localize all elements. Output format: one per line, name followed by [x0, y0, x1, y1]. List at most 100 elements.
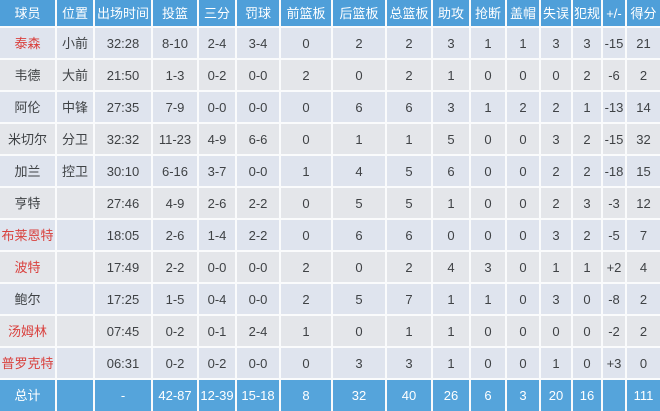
player-name-cell[interactable]: 布莱恩特	[0, 219, 57, 252]
stat-cell-pts: 32	[626, 123, 660, 156]
stat-cell-fg: 2-2	[152, 251, 199, 284]
player-name-cell[interactable]: 亨特	[0, 187, 57, 220]
stat-cell-stl: 0	[470, 187, 507, 220]
stat-cell-plus-minus: -6	[602, 59, 627, 92]
player-name-cell[interactable]: 加兰	[0, 155, 57, 188]
player-name-cell[interactable]: 韦德	[0, 59, 57, 92]
stat-cell-blk: 2	[506, 91, 541, 124]
stat-cell-3pt: 2-4	[198, 27, 237, 60]
table-row: 波特 17:49 2-2 0-0 0-0 2 0 2 4 3 0 1 1 +2 4	[0, 251, 660, 284]
total-stat-cell-3pt: 12-39	[198, 379, 237, 411]
stat-cell-pf: 2	[572, 219, 603, 252]
stat-cell-ft: 0-0	[236, 347, 281, 380]
player-name-cell[interactable]: 汤姆林	[0, 315, 57, 348]
total-stat-cell-ast: 26	[432, 379, 471, 411]
stat-cell-blk: 0	[506, 187, 541, 220]
stat-cell-position: 大前	[56, 59, 95, 92]
stat-cell-to: 0	[540, 59, 573, 92]
total-label-cell: 总计	[0, 379, 57, 411]
stat-cell-blk: 0	[506, 283, 541, 316]
player-name-cell[interactable]: 泰森	[0, 27, 57, 60]
stat-cell-position	[56, 283, 95, 316]
column-header-oreb: 前篮板	[280, 0, 333, 28]
stat-cell-pts: 0	[626, 347, 660, 380]
stat-cell-treb: 5	[386, 155, 433, 188]
stat-cell-oreb: 1	[280, 315, 333, 348]
table-row: 鲍尔 17:25 1-5 0-4 0-0 2 5 7 1 1 0 3 0 -8 2	[0, 283, 660, 316]
player-name-cell[interactable]: 鲍尔	[0, 283, 57, 316]
stat-cell-ast: 1	[432, 347, 471, 380]
stat-cell-ft: 0-0	[236, 251, 281, 284]
stat-cell-blk: 0	[506, 347, 541, 380]
table-row: 泰森 小前 32:28 8-10 2-4 3-4 0 2 2 3 1 1 3 3 -15 21	[0, 27, 660, 60]
stat-cell-stl: 1	[470, 27, 507, 60]
stat-cell-position	[56, 219, 95, 252]
stat-cell-pf: 0	[572, 315, 603, 348]
player-name-cell[interactable]: 波特	[0, 251, 57, 284]
stat-cell-3pt: 0-2	[198, 347, 237, 380]
stat-cell-treb: 2	[386, 251, 433, 284]
stat-cell-stl: 0	[470, 59, 507, 92]
stat-cell-fg: 8-10	[152, 27, 199, 60]
stat-cell-ft: 0-0	[236, 155, 281, 188]
stat-cell-fg: 0-2	[152, 315, 199, 348]
column-header-plus-minus: +/-	[602, 0, 627, 28]
total-stat-cell-position	[56, 379, 95, 411]
table-body: 泰森 小前 32:28 8-10 2-4 3-4 0 2 2 3 1 1 3 3 -15 21 韦德 大前 21:5…	[0, 27, 660, 380]
stat-cell-oreb: 0	[280, 91, 333, 124]
stat-cell-fg: 2-6	[152, 219, 199, 252]
stat-cell-position	[56, 347, 95, 380]
column-header-blk: 盖帽	[506, 0, 541, 28]
stat-cell-to: 2	[540, 91, 573, 124]
stat-cell-minutes: 32:32	[94, 123, 153, 156]
stat-cell-3pt: 3-7	[198, 155, 237, 188]
stat-cell-ast: 4	[432, 251, 471, 284]
stat-cell-pf: 1	[572, 91, 603, 124]
stat-cell-oreb: 2	[280, 59, 333, 92]
stat-cell-minutes: 27:35	[94, 91, 153, 124]
total-stat-cell-oreb: 8	[280, 379, 333, 411]
stat-cell-oreb: 0	[280, 123, 333, 156]
stat-cell-ft: 2-4	[236, 315, 281, 348]
stat-cell-pts: 2	[626, 59, 660, 92]
stat-cell-oreb: 0	[280, 187, 333, 220]
stat-cell-oreb: 2	[280, 251, 333, 284]
stat-cell-treb: 3	[386, 347, 433, 380]
stat-cell-minutes: 30:10	[94, 155, 153, 188]
total-stat-cell-ft: 15-18	[236, 379, 281, 411]
stat-cell-dreb: 0	[332, 59, 387, 92]
stat-cell-treb: 6	[386, 91, 433, 124]
column-header-position: 位置	[56, 0, 95, 28]
total-stat-cell-stl: 6	[470, 379, 507, 411]
stat-cell-ft: 2-2	[236, 187, 281, 220]
stat-cell-dreb: 6	[332, 91, 387, 124]
table-row: 汤姆林 07:45 0-2 0-1 2-4 1 0 1 1 0 0 0 0 -2 2	[0, 315, 660, 348]
stat-cell-stl: 3	[470, 251, 507, 284]
stat-cell-position	[56, 251, 95, 284]
stat-cell-plus-minus: +3	[602, 347, 627, 380]
player-name-cell[interactable]: 普罗克特	[0, 347, 57, 380]
stat-cell-oreb: 0	[280, 27, 333, 60]
stat-cell-minutes: 18:05	[94, 219, 153, 252]
player-name-cell[interactable]: 米切尔	[0, 123, 57, 156]
player-name-cell[interactable]: 阿伦	[0, 91, 57, 124]
stat-cell-stl: 0	[470, 123, 507, 156]
stat-cell-blk: 0	[506, 219, 541, 252]
stat-cell-minutes: 17:25	[94, 283, 153, 316]
stat-cell-ast: 5	[432, 123, 471, 156]
column-header-to: 失误	[540, 0, 573, 28]
stat-cell-fg: 1-3	[152, 59, 199, 92]
stat-cell-stl: 1	[470, 283, 507, 316]
stat-cell-pts: 21	[626, 27, 660, 60]
total-stat-cell-dreb: 32	[332, 379, 387, 411]
stat-cell-to: 2	[540, 155, 573, 188]
stat-cell-dreb: 3	[332, 347, 387, 380]
stat-cell-3pt: 0-0	[198, 251, 237, 284]
stat-cell-pts: 12	[626, 187, 660, 220]
column-header-fg: 投篮	[152, 0, 199, 28]
total-stat-cell-blk: 3	[506, 379, 541, 411]
column-header-stl: 抢断	[470, 0, 507, 28]
stat-cell-minutes: 21:50	[94, 59, 153, 92]
stat-cell-3pt: 0-4	[198, 283, 237, 316]
table-row: 韦德 大前 21:50 1-3 0-2 0-0 2 0 2 1 0 0 0 2 -6 2	[0, 59, 660, 92]
